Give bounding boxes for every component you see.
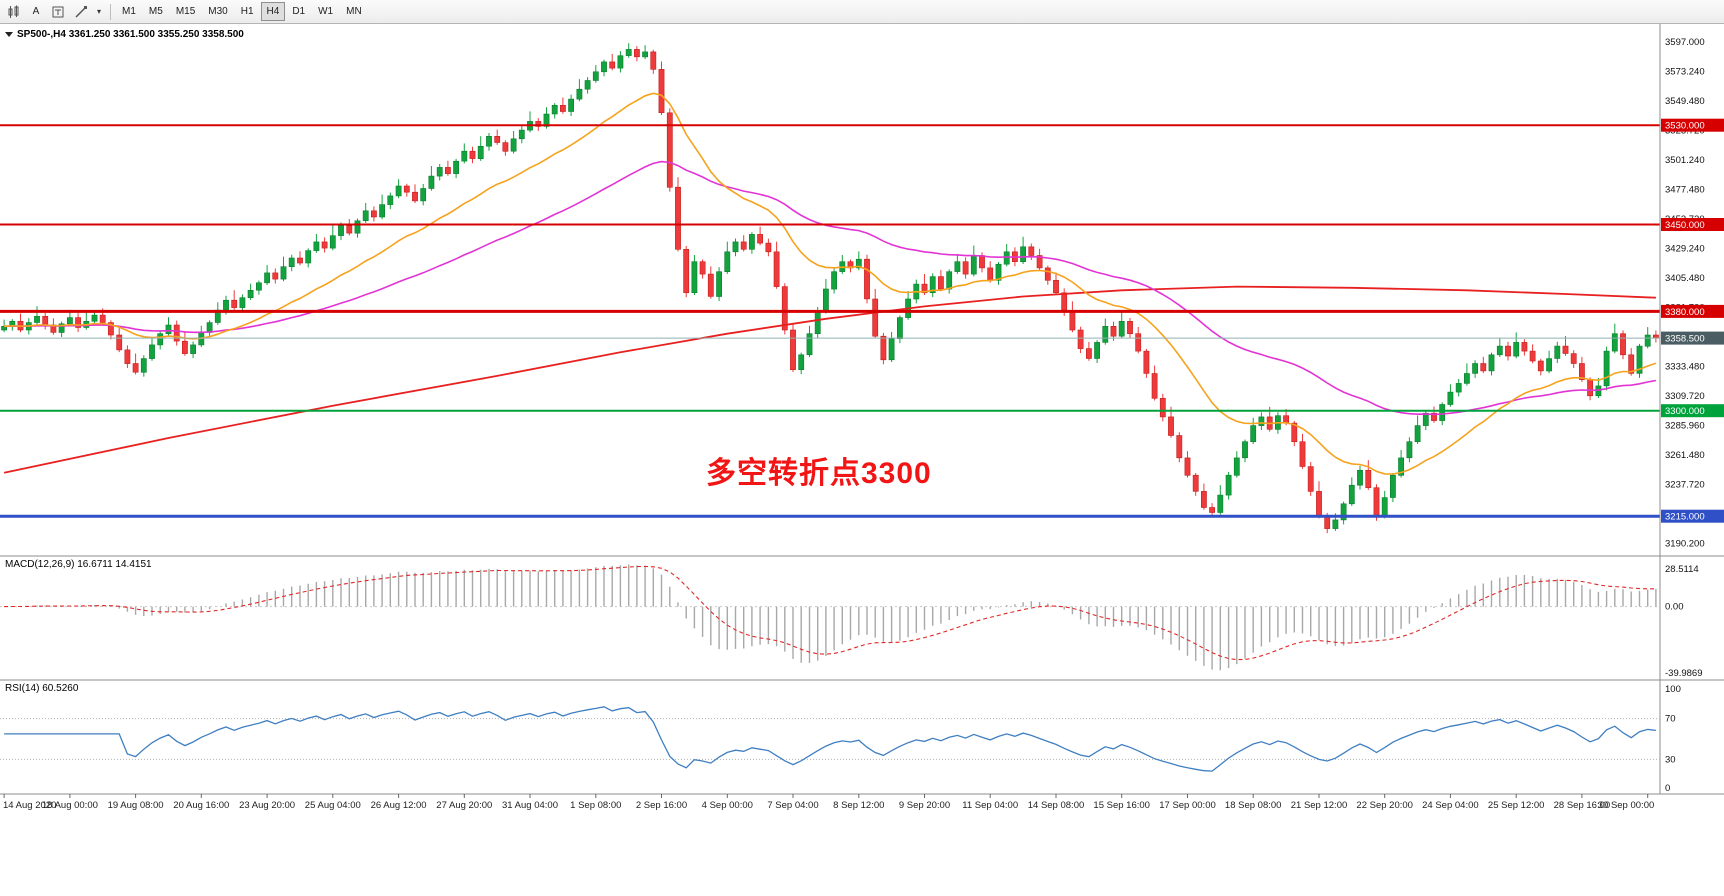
price-axis-label: 3237.720 [1665, 480, 1705, 491]
price-axis-label: 3309.720 [1665, 391, 1705, 402]
rsi-axis-label: 100 [1665, 684, 1681, 695]
hline-price-box [1661, 304, 1724, 318]
chart-area: 3597.0003573.2403549.4803525.7203501.240… [0, 24, 1724, 896]
hline-price-box [1661, 509, 1724, 523]
dropdown-caret-icon[interactable]: ▾ [93, 2, 105, 21]
macd-axis-label: 0.00 [1665, 602, 1684, 613]
timeframe-button-w1[interactable]: W1 [312, 2, 339, 21]
hline-price-box-label: 3300.000 [1665, 406, 1705, 417]
time-axis-label: 14 Sep 08:00 [1028, 800, 1085, 811]
macd-signal-line [4, 565, 1656, 661]
rsi-axis-label: 70 [1665, 714, 1676, 725]
time-axis-label: 22 Sep 20:00 [1356, 800, 1413, 811]
time-axis-label: 8 Sep 12:00 [833, 800, 884, 811]
timeframe-button-m1[interactable]: M1 [116, 2, 142, 21]
hline-price-box [1661, 404, 1724, 418]
price-axis-label: 3501.240 [1665, 155, 1705, 166]
time-axis-label: 26 Aug 12:00 [371, 800, 427, 811]
ma-slow-line [3, 285, 1656, 474]
cursor-button[interactable]: A [26, 2, 46, 21]
time-axis-label: 11 Sep 04:00 [962, 800, 1018, 811]
rsi-line [4, 706, 1656, 772]
hline-price-box-label: 3380.000 [1665, 307, 1705, 318]
timeframe-button-h4[interactable]: H4 [260, 2, 286, 21]
price-axis-label: 3333.480 [1665, 362, 1705, 373]
hline-price-box [1661, 118, 1724, 132]
time-axis-label: 15 Sep 16:00 [1093, 800, 1150, 811]
current-price-box-label: 3358.500 [1665, 334, 1705, 345]
price-axis-label: 3429.240 [1665, 244, 1705, 255]
toolbar-separator [110, 3, 111, 20]
time-axis-label: 31 Aug 04:00 [502, 800, 558, 811]
hline-price-box [1661, 218, 1724, 231]
time-axis-label: 27 Aug 20:00 [436, 800, 492, 811]
timeframe-button-m15[interactable]: M15 [170, 2, 201, 21]
time-axis-label: 25 Aug 04:00 [305, 800, 361, 811]
price-axis-label: 3261.480 [1665, 450, 1705, 461]
price-axis-label: 3190.200 [1665, 539, 1705, 550]
price-axis-label: 3549.480 [1665, 96, 1705, 107]
time-axis-label: 2 Sep 16:00 [636, 800, 687, 811]
time-axis-label: 18 Aug 00:00 [42, 800, 98, 811]
timeframe-button-m30[interactable]: M30 [202, 2, 233, 21]
draw-tool-icon[interactable] [70, 2, 92, 21]
rsi-axis-label: 30 [1665, 754, 1676, 765]
time-axis-label: 1 Sep 08:00 [570, 800, 621, 811]
current-price-box [1661, 331, 1724, 345]
price-axis-label: 3477.480 [1665, 185, 1705, 196]
time-axis-label: 17 Sep 00:00 [1159, 800, 1216, 811]
price-axis-label: 3597.000 [1665, 37, 1705, 48]
timeframe-button-mn[interactable]: MN [340, 2, 368, 21]
macd-histogram [11, 564, 1657, 671]
time-axis-label: 18 Sep 08:00 [1225, 800, 1282, 811]
price-axis-label: 3405.480 [1665, 273, 1705, 284]
rsi-axis-label: 0 [1665, 783, 1670, 794]
macd-axis-label: -39.9869 [1665, 668, 1703, 679]
macd-label: MACD(12,26,9) 16.6711 14.4151 [5, 559, 152, 570]
hline-price-box-label: 3450.000 [1665, 220, 1705, 231]
time-axis-label: 28 Sep 16:00 [1554, 800, 1611, 811]
price-axis-label: 3285.960 [1665, 421, 1705, 432]
hline-price-box-label: 3530.000 [1665, 121, 1705, 132]
time-axis-label: 14 Aug 2020 [3, 800, 56, 811]
chart-background [0, 24, 1724, 896]
timeframe-group: M1 M5 M15 M30 H1 H4 D1 W1 MN [116, 2, 368, 21]
time-axis-label: 4 Sep 00:00 [702, 800, 753, 811]
time-axis-label: 21 Sep 12:00 [1291, 800, 1348, 811]
time-axis-label: 20 Aug 16:00 [173, 800, 229, 811]
ma-fast-line [4, 92, 1657, 475]
time-axis-label: 9 Sep 20:00 [899, 800, 950, 811]
annotation-text[interactable]: 多空转折点3300 [706, 457, 932, 490]
time-axis-label: 30 Sep 00:00 [1598, 800, 1655, 811]
price-chart-canvas[interactable]: 3597.0003573.2403549.4803525.7203501.240… [0, 24, 1724, 896]
rsi-label: RSI(14) 60.5260 [5, 683, 79, 694]
symbol-info: SP500-,H4 3361.250 3361.500 3355.250 335… [5, 29, 244, 40]
text-tool-icon[interactable] [47, 2, 69, 21]
chart-type-icon[interactable] [3, 2, 25, 21]
time-axis-label: 7 Sep 04:00 [767, 800, 818, 811]
toolbar: A ▾ M1 M5 M15 M30 H1 H4 D1 W1 MN [0, 0, 1724, 24]
hline-price-box-label: 3215.000 [1665, 512, 1705, 523]
time-axis-label: 25 Sep 12:00 [1488, 800, 1545, 811]
expand-triangle-icon[interactable] [5, 32, 13, 37]
timeframe-button-h1[interactable]: H1 [235, 2, 260, 21]
timeframe-button-m5[interactable]: M5 [143, 2, 169, 21]
time-axis-label: 23 Aug 20:00 [239, 800, 295, 811]
timeframe-button-d1[interactable]: D1 [286, 2, 311, 21]
time-axis-label: 24 Sep 04:00 [1422, 800, 1479, 811]
time-axis-label: 19 Aug 08:00 [108, 800, 164, 811]
candles-layer [1, 43, 1659, 534]
symbol-ohlc-text: SP500-,H4 3361.250 3361.500 3355.250 335… [17, 29, 244, 40]
ma-mid-line [4, 160, 1657, 416]
price-axis-label: 3573.240 [1665, 67, 1705, 78]
macd-axis-label: 28.5114 [1665, 564, 1699, 575]
